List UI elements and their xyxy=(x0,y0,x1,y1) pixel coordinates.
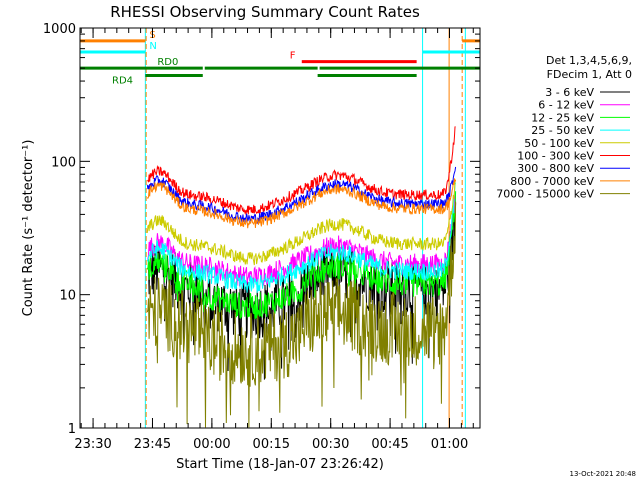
footer-timestamp: 13-Oct-2021 20:48 xyxy=(570,470,636,478)
legend-header-line-2: FDecim 1, Att 0 xyxy=(547,68,632,81)
x-tick-label-0: 23:30 xyxy=(74,437,111,452)
axes: 1 10 100 1000 23:30 23:45 00:00 00:15 00:30 00:45… xyxy=(43,22,481,452)
flag-label-4: RD4 xyxy=(112,76,133,87)
x-tick-label-1: 23:45 xyxy=(134,437,171,452)
series-layer xyxy=(146,126,457,428)
legend: Det 1,3,4,5,6,9, FDecim 1, Att 0 3 - 6 k… xyxy=(496,54,632,201)
chart-title: RHESSI Observing Summary Count Rates xyxy=(110,3,420,21)
legend-entry-label-8: 7000 - 15000 keV xyxy=(496,188,594,201)
x-tick-label-3: 00:15 xyxy=(253,437,290,452)
x-tick-label-5: 00:45 xyxy=(371,437,408,452)
legend-entry-label-4: 50 - 100 keV xyxy=(524,137,594,150)
legend-entry-label-6: 300 - 800 keV xyxy=(517,162,594,175)
x-tick-label-4: 00:30 xyxy=(312,437,349,452)
legend-entry-label-3: 25 - 50 keV xyxy=(531,124,594,137)
legend-entry-label-2: 12 - 25 keV xyxy=(531,111,594,124)
y-tick-label-0: 1 xyxy=(68,422,76,437)
legend-entry-label-7: 800 - 7000 keV xyxy=(510,175,594,188)
series-line-4 xyxy=(146,179,457,266)
x-tick-label-2: 00:00 xyxy=(193,437,230,452)
series-line-5 xyxy=(147,126,456,215)
plot-frame xyxy=(79,27,481,429)
series-line-6 xyxy=(146,166,457,224)
legend-header-line-1: Det 1,3,4,5,6,9, xyxy=(546,54,632,67)
legend-entry-label-0: 3 - 6 keV xyxy=(545,86,594,99)
flag-label-3: RD0 xyxy=(157,57,178,68)
y-tick-label-2: 100 xyxy=(51,155,76,170)
series-line-3 xyxy=(146,182,457,293)
series-line-8 xyxy=(146,201,457,428)
legend-entry-label-1: 6 - 12 keV xyxy=(538,99,594,112)
y-tick-label-1: 10 xyxy=(59,289,76,304)
y-axis-label: Count Rate (s⁻¹ detector⁻¹) xyxy=(21,140,36,317)
x-tick-label-6: 01:00 xyxy=(431,437,468,452)
flag-label-2: F xyxy=(290,51,296,62)
series-line-7 xyxy=(146,178,457,229)
x-axis-label: Start Time (18-Jan-07 23:26:42) xyxy=(176,457,384,472)
flag-label-1: N xyxy=(149,41,156,52)
plot-area xyxy=(144,28,466,428)
legend-entry-label-5: 100 - 300 keV xyxy=(517,150,594,163)
y-tick-label-3: 1000 xyxy=(43,22,76,37)
